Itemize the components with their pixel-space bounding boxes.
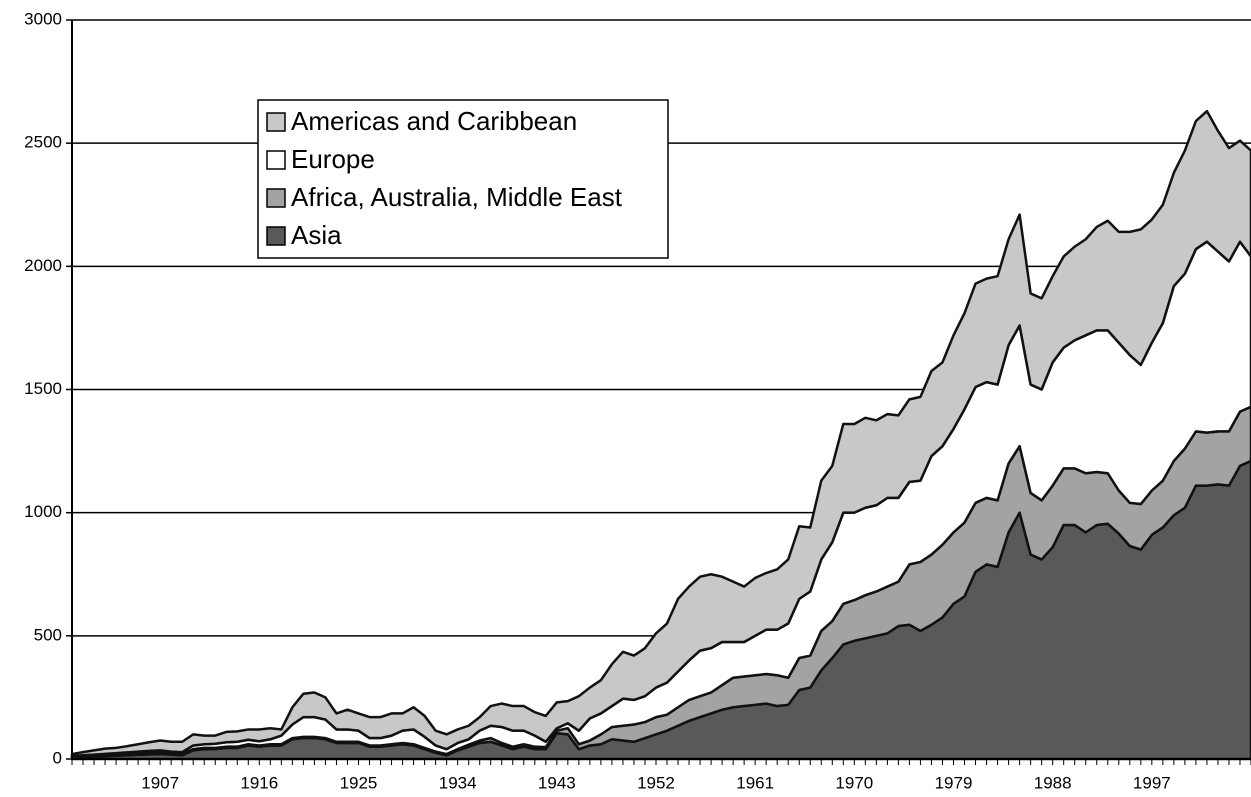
y-tick-label: 0 <box>53 748 62 767</box>
y-tick-label: 1500 <box>24 379 62 398</box>
area <box>70 109 1251 758</box>
legend-label: Africa, Australia, Middle East <box>291 182 623 212</box>
x-tick-label: 1979 <box>935 773 973 792</box>
legend-swatch <box>266 150 286 170</box>
x-tick-label: 1988 <box>1034 773 1072 792</box>
x-tick-label: 1925 <box>340 773 378 792</box>
legend-label: Europe <box>291 144 375 174</box>
y-tick-label: 1000 <box>24 502 62 521</box>
x-tick-label: 1934 <box>439 773 477 792</box>
x-tick-label: 1916 <box>240 773 278 792</box>
y-tick-label: 2500 <box>24 133 62 152</box>
y-tick-label: 500 <box>34 625 62 644</box>
legend-label: Americas and Caribbean <box>291 106 577 136</box>
x-tick-label: 1961 <box>736 773 774 792</box>
x-tick-label: 1943 <box>538 773 576 792</box>
x-tick-label: 1970 <box>835 773 873 792</box>
y-tick-label: 3000 <box>24 9 62 28</box>
legend-label: Asia <box>291 220 342 250</box>
x-tick-label: 1997 <box>1133 773 1171 792</box>
x-tick-label: 1952 <box>637 773 675 792</box>
legend: Americas and Caribbean Europe Africa, Aust… <box>257 99 669 259</box>
legend-swatch <box>266 226 286 246</box>
legend-swatch <box>266 188 286 208</box>
y-tick-label: 2000 <box>24 256 62 275</box>
legend-box <box>257 99 669 259</box>
legend-swatch <box>266 112 286 132</box>
x-tick-label: 1907 <box>141 773 179 792</box>
